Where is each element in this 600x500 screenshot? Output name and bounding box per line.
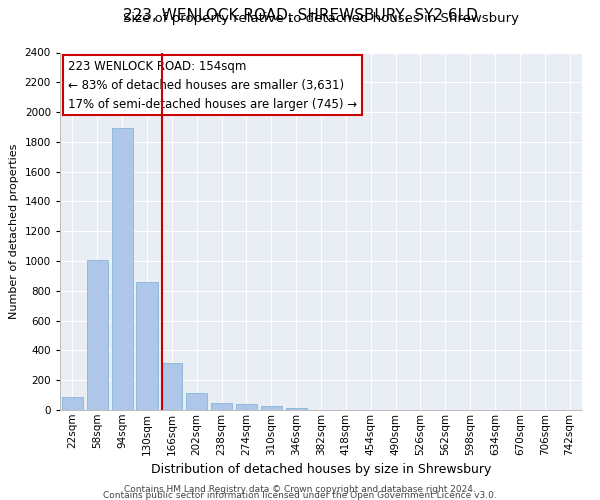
Bar — [211, 402, 232, 410]
Text: 223 WENLOCK ROAD: 154sqm
← 83% of detached houses are smaller (3,631)
17% of sem: 223 WENLOCK ROAD: 154sqm ← 83% of detach… — [68, 60, 357, 110]
Bar — [236, 404, 257, 410]
Bar — [161, 363, 182, 410]
Text: 223, WENLOCK ROAD, SHREWSBURY, SY2 6LD: 223, WENLOCK ROAD, SHREWSBURY, SY2 6LD — [122, 8, 478, 22]
Bar — [261, 406, 282, 410]
Bar — [87, 260, 108, 410]
Text: Contains public sector information licensed under the Open Government Licence v3: Contains public sector information licen… — [103, 490, 497, 500]
Bar — [62, 396, 83, 410]
Bar — [286, 408, 307, 410]
X-axis label: Distribution of detached houses by size in Shrewsbury: Distribution of detached houses by size … — [151, 463, 491, 476]
Text: Contains HM Land Registry data © Crown copyright and database right 2024.: Contains HM Land Registry data © Crown c… — [124, 485, 476, 494]
Bar — [136, 282, 158, 410]
Title: Size of property relative to detached houses in Shrewsbury: Size of property relative to detached ho… — [123, 12, 519, 25]
Bar — [186, 393, 207, 410]
Y-axis label: Number of detached properties: Number of detached properties — [9, 144, 19, 319]
Bar — [112, 128, 133, 410]
